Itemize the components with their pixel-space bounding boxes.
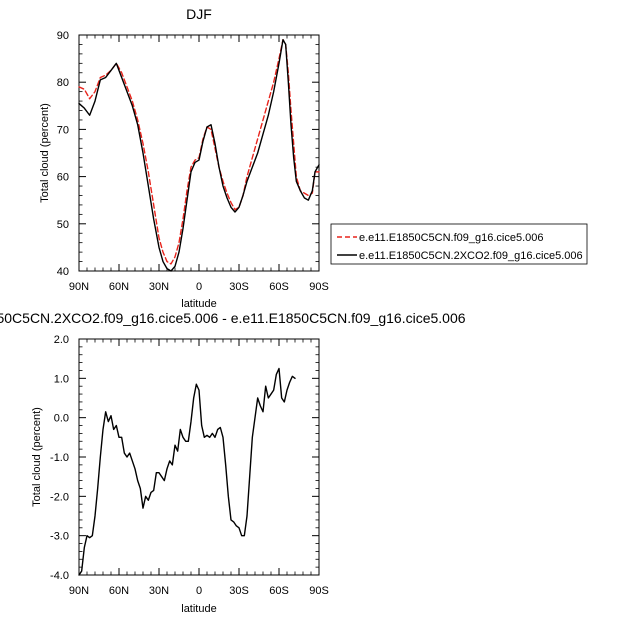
top-y-axis-label: Total cloud (percent) bbox=[39, 103, 51, 203]
bottom-chart-title: 50C5CN.2XCO2.f09_g16.cice5.006 - e.e11.E… bbox=[0, 310, 466, 326]
bottom-x-tick-label: 60S bbox=[269, 585, 289, 597]
top-y-tick-label: 90 bbox=[57, 30, 69, 42]
top-y-tick-label: 50 bbox=[57, 219, 69, 231]
bottom-chart-panel: 50C5CN.2XCO2.f09_g16.cice5.006 - e.e11.E… bbox=[0, 310, 466, 615]
legend-entry-control: e.e11.E1850C5CN.f09_g16.cice5.006 bbox=[359, 232, 544, 244]
bottom-y-tick-label: 2.0 bbox=[54, 334, 69, 346]
bottom-ticks-group: 90N 60N 30N 0 30S 60S 90S -4.0 -3.0 -2.0 -1.0 0.0 1.… bbox=[50, 334, 329, 597]
bottom-series-line-0 bbox=[78, 367, 296, 576]
top-x-tick-label: 90N bbox=[69, 281, 89, 293]
bottom-x-tick-label: 30S bbox=[229, 585, 249, 597]
bottom-y-tick-label: -2.0 bbox=[50, 491, 69, 503]
top-y-tick-label: 60 bbox=[57, 172, 69, 184]
legend-box bbox=[330, 223, 588, 265]
bottom-y-tick-label: -4.0 bbox=[50, 570, 69, 582]
top-series-line-0 bbox=[78, 39, 320, 265]
top-x-tick-label: 30N bbox=[149, 281, 169, 293]
legend: e.e11.E1850C5CN.f09_g16.cice5.006 e.e11.… bbox=[330, 223, 588, 265]
bottom-plot-frame bbox=[78, 338, 320, 576]
top-x-tick-label: 30S bbox=[229, 281, 249, 293]
bottom-x-tick-label: 90S bbox=[309, 585, 329, 597]
bottom-y-axis-label: Total cloud (percent) bbox=[31, 407, 43, 507]
legend-entry-2xco2: e.e11.E1850C5CN.2XCO2.f09_g16.cice5.006 bbox=[359, 250, 583, 262]
top-x-tick-label: 60N bbox=[109, 281, 129, 293]
top-series-line-1 bbox=[78, 39, 320, 272]
top-x-tick-label: 0 bbox=[196, 281, 202, 293]
bottom-y-tick-label: 1.0 bbox=[54, 373, 69, 385]
bottom-x-tick-label: 90N bbox=[69, 585, 89, 597]
top-plot-frame bbox=[78, 34, 320, 272]
top-y-tick-label: 40 bbox=[57, 266, 69, 278]
bottom-y-tick-label: -3.0 bbox=[50, 531, 69, 543]
top-chart-title: DJF bbox=[186, 6, 212, 22]
top-y-tick-label: 70 bbox=[57, 124, 69, 136]
bottom-y-tick-label: 0.0 bbox=[54, 413, 69, 425]
top-series-group bbox=[78, 39, 320, 272]
bottom-x-tick-label: 0 bbox=[196, 585, 202, 597]
top-y-tick-label: 80 bbox=[57, 77, 69, 89]
top-ticks-group: 90N 60N 30N 0 30S 60S 90S 40 50 60 70 80 90 bbox=[57, 30, 329, 293]
bottom-x-tick-label: 30N bbox=[149, 585, 169, 597]
top-x-tick-label: 60S bbox=[269, 281, 289, 293]
bottom-x-axis-label: latitude bbox=[181, 603, 216, 615]
bottom-x-tick-label: 60N bbox=[109, 585, 129, 597]
bottom-series-group bbox=[78, 367, 296, 576]
top-x-tick-label: 90S bbox=[309, 281, 329, 293]
bottom-y-tick-label: -1.0 bbox=[50, 452, 69, 464]
top-x-axis-label: latitude bbox=[181, 298, 216, 310]
top-chart-panel: DJF 90N 60N 30N 0 30S 60S 90S 40 50 60 70 80 90 lati… bbox=[39, 6, 329, 310]
